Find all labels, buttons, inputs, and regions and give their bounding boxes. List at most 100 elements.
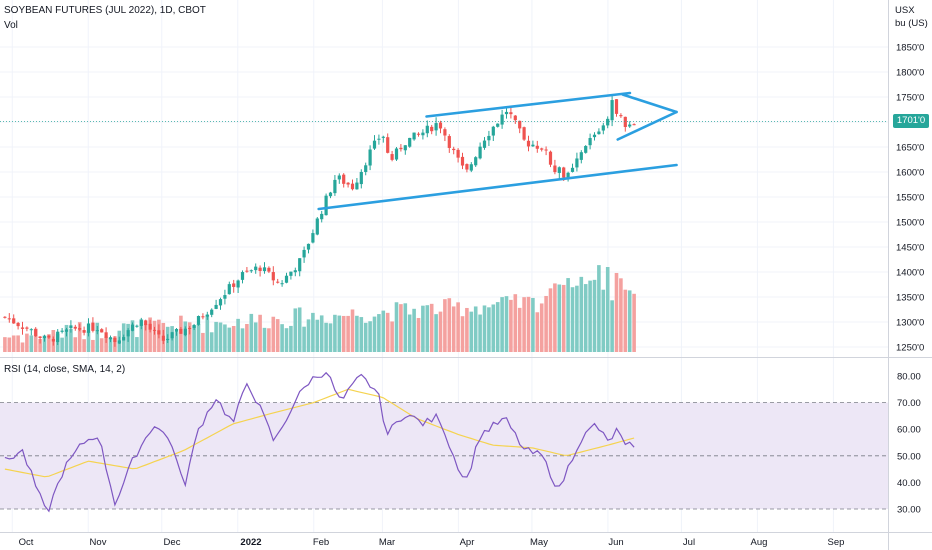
- candle-body: [262, 267, 267, 272]
- volume-bar: [341, 315, 346, 352]
- volume-bar: [47, 334, 51, 352]
- volume-bar: [324, 322, 328, 352]
- candle-body: [482, 140, 487, 148]
- candle-body: [196, 316, 201, 325]
- candle-body: [86, 323, 91, 333]
- candle-body: [254, 266, 258, 271]
- volume-bar: [469, 311, 474, 352]
- price-axis-ticks: 1850'01800'01750'01700'01650'01600'01550…: [896, 43, 924, 354]
- candle-body: [47, 335, 51, 338]
- time-tick-label: 2022: [240, 537, 261, 548]
- volume-bar: [29, 335, 34, 352]
- volume-bar: [601, 289, 606, 352]
- volume-bar: [588, 280, 592, 352]
- volume-bar: [575, 285, 579, 352]
- candle-body: [122, 337, 126, 341]
- volume-bar: [271, 316, 276, 352]
- candle-body: [293, 270, 297, 273]
- volume-bar: [443, 299, 447, 352]
- volume-bar: [434, 314, 438, 352]
- candle-body: [69, 325, 73, 329]
- volume-bar: [363, 322, 368, 352]
- candle-body: [632, 124, 636, 126]
- candle-body: [91, 322, 95, 331]
- volume-bar: [482, 305, 487, 352]
- candle-body: [628, 124, 632, 127]
- volume-bar: [531, 297, 535, 352]
- candle-body: [249, 270, 253, 272]
- volume-bar: [143, 323, 148, 352]
- time-tick-label: Dec: [164, 537, 181, 548]
- volume-bar: [284, 328, 289, 352]
- candle-body: [526, 140, 531, 147]
- candle-body: [355, 182, 359, 190]
- candle-body: [610, 100, 614, 121]
- volume-bar: [403, 303, 408, 352]
- volume-bar: [399, 304, 403, 352]
- volume-bar: [447, 298, 452, 352]
- volume-bar: [201, 332, 205, 352]
- candle-body: [25, 327, 29, 329]
- candle-body: [148, 323, 152, 330]
- trendlines[interactable]: [317, 91, 678, 211]
- candle-body: [452, 148, 456, 151]
- candle-body: [144, 320, 148, 326]
- volume-bar: [385, 312, 390, 352]
- candle-body: [328, 192, 333, 197]
- volume-bar: [509, 299, 513, 352]
- candle-body: [210, 309, 214, 315]
- candle-body: [161, 335, 165, 341]
- candle-body: [271, 272, 275, 281]
- volume-bar: [544, 295, 548, 352]
- volume-bar: [350, 309, 355, 352]
- candle-body: [218, 299, 223, 306]
- volume-bar: [69, 329, 73, 352]
- volume-bar: [280, 324, 284, 352]
- volume-bar: [16, 335, 20, 352]
- candle-body: [276, 281, 280, 283]
- candle-body: [416, 133, 421, 135]
- candle-body: [12, 318, 16, 324]
- volume-bar: [218, 322, 223, 352]
- candle-body: [188, 327, 192, 329]
- candle-body: [544, 149, 548, 151]
- volume-bar: [73, 337, 78, 352]
- candle-body: [447, 136, 451, 148]
- candle-body: [302, 249, 306, 258]
- candle-body: [7, 318, 11, 320]
- time-tick-label: Sep: [828, 537, 845, 548]
- volume-bar: [390, 321, 394, 352]
- volume-bar: [192, 325, 196, 352]
- volume-bar: [302, 326, 306, 352]
- candle-body: [135, 325, 139, 327]
- candle-body: [592, 134, 597, 138]
- volume-bar: [236, 318, 240, 352]
- candle-body: [412, 132, 416, 140]
- volume-bar: [495, 302, 500, 352]
- candle-body: [227, 284, 231, 295]
- volume-bar: [245, 323, 249, 352]
- trendline-upper: [425, 91, 632, 118]
- volume-bar: [7, 337, 12, 352]
- volume-bar: [38, 339, 42, 352]
- candle-body: [364, 165, 368, 172]
- volume-bar: [25, 333, 29, 352]
- volume-bar: [355, 315, 359, 352]
- volume-bar: [412, 308, 416, 352]
- time-tick-label: Jul: [683, 537, 695, 548]
- candle-body: [337, 175, 341, 180]
- candle-body: [192, 324, 196, 328]
- price-tick-label: 1650'0: [896, 143, 924, 154]
- candle-body: [584, 146, 588, 153]
- volume-bar: [275, 319, 280, 352]
- volume-bar: [315, 319, 320, 352]
- volume-bar: [346, 315, 350, 352]
- volume-bar: [487, 307, 491, 352]
- volume-bar: [416, 317, 421, 352]
- candle-body: [179, 328, 183, 334]
- volume-bar: [407, 314, 412, 352]
- volume-bar: [64, 324, 69, 352]
- candle-body: [60, 330, 64, 332]
- candle-body: [139, 320, 143, 326]
